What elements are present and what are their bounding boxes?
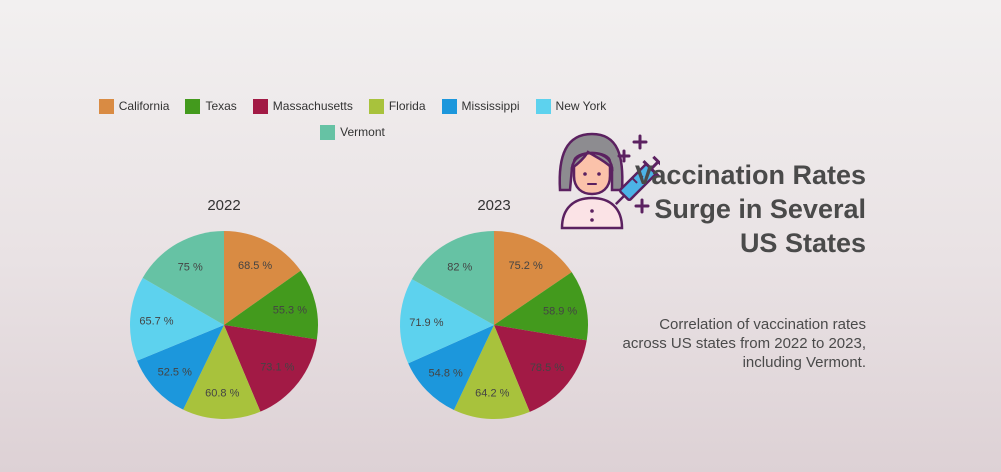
slice-value-label: 75 %	[178, 261, 203, 273]
slice-value-label: 52.5 %	[158, 366, 192, 378]
legend-item-california[interactable]: California	[98, 98, 170, 114]
legend-item-new-york[interactable]: New York	[535, 98, 607, 114]
pie-slice-2022-massachusetts[interactable]	[224, 325, 317, 412]
legend-label: Texas	[205, 99, 237, 113]
slice-value-label: 64.2 %	[475, 388, 509, 400]
legend-swatch	[368, 98, 384, 114]
nurse-syringe-icon	[558, 132, 660, 230]
slice-value-label: 65.7 %	[139, 315, 173, 327]
slice-value-label: 71.9 %	[409, 317, 443, 329]
legend-item-texas[interactable]: Texas	[185, 98, 237, 114]
legend-item-florida[interactable]: Florida	[368, 98, 426, 114]
chart-legend: California Texas Massachusetts Florida Missi…	[80, 98, 625, 140]
pie-slice-2023-texas[interactable]	[494, 272, 588, 341]
legend-swatch	[185, 98, 201, 114]
pie-slice-2023-mississippi[interactable]	[408, 325, 494, 411]
pie-slice-2023-florida[interactable]	[453, 325, 530, 419]
legend-label: California	[118, 99, 170, 113]
slice-value-label: 58.9 %	[543, 305, 577, 317]
pie-slice-2023-massachusetts[interactable]	[494, 325, 587, 412]
slice-value-label: 82 %	[447, 262, 472, 274]
pie-slice-2022-vermont[interactable]	[142, 231, 224, 325]
legend-label: Vermont	[340, 125, 385, 139]
legend-item-massachusetts[interactable]: Massachusetts	[252, 98, 353, 114]
legend-label: Mississippi	[461, 99, 520, 113]
slice-value-label: 55.3 %	[273, 305, 307, 317]
legend-swatch	[441, 98, 457, 114]
slice-value-label: 75.2 %	[509, 260, 543, 272]
pie-slice-2022-florida[interactable]	[183, 325, 261, 419]
pie-slice-2022-new-york[interactable]	[130, 277, 224, 361]
slice-value-label: 54.8 %	[429, 367, 463, 379]
legend-item-vermont[interactable]: Vermont	[320, 124, 385, 140]
pie-slice-2022-mississippi[interactable]	[137, 325, 224, 410]
pie-slice-2022-california[interactable]	[224, 231, 301, 325]
slice-value-label: 78.5 %	[530, 362, 564, 374]
pie-slice-2023-vermont[interactable]	[411, 231, 494, 325]
page-title: Vaccination Rates Surge in Several US St…	[634, 160, 866, 258]
slice-value-label: 68.5 %	[238, 260, 272, 272]
legend-swatch	[98, 98, 114, 114]
slice-value-label: 73.1 %	[260, 362, 294, 374]
pie-2023-title: 2023	[477, 197, 511, 214]
legend-label: Florida	[388, 99, 426, 113]
legend-item-mississippi[interactable]: Mississippi	[441, 98, 520, 114]
legend-label: New York	[555, 99, 607, 113]
legend-swatch	[320, 124, 336, 140]
slice-value-label: 60.8 %	[205, 388, 239, 400]
page-subtitle: Correlation of vaccination rates across …	[622, 316, 866, 371]
legend-swatch	[252, 98, 268, 114]
pie-slice-2022-texas[interactable]	[224, 270, 318, 340]
legend-label: Massachusetts	[272, 99, 353, 113]
pie-2022-title: 2022	[207, 197, 241, 214]
legend-swatch	[535, 98, 551, 114]
pie-slice-2023-california[interactable]	[494, 231, 572, 325]
pie-slice-2023-new-york[interactable]	[399, 279, 494, 364]
